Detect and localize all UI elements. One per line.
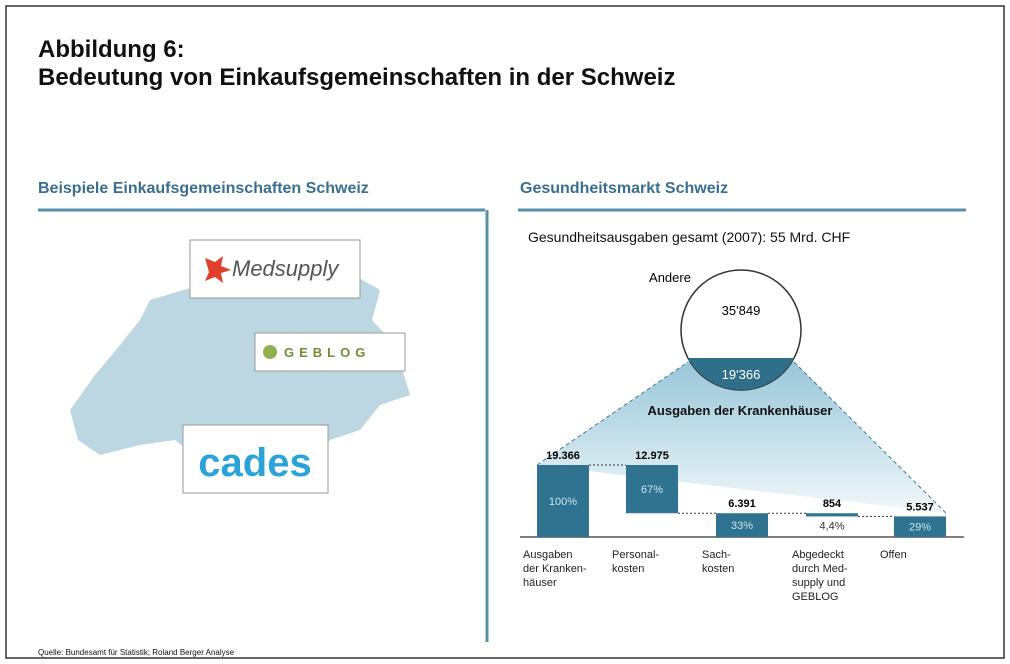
value-label: 854 [823, 498, 842, 510]
bar [537, 465, 589, 537]
panel-heading: Gesundheitsmarkt Schweiz [520, 180, 729, 197]
annotation: Ausgaben der Krankenhäuser [647, 403, 833, 418]
bar [716, 513, 768, 537]
map [70, 270, 410, 475]
share-label: 29% [909, 522, 931, 534]
logo-text: GEBLOG [284, 345, 370, 360]
logo-box [254, 332, 406, 372]
logo-text: Medsupply [232, 256, 340, 281]
circle-label: Andere [649, 270, 691, 285]
panel-heading: Beispiele Einkaufsgemeinschaften Schweiz [38, 180, 369, 197]
category-label: Sach- kosten [702, 549, 735, 575]
logo-icon [205, 256, 231, 283]
bar [894, 516, 946, 537]
category-label: Personal- kosten [612, 549, 660, 575]
title: Abbildung 6: [38, 36, 185, 63]
value-label: 5.537 [906, 501, 934, 513]
category-label: Ausgaben der Kranken- häuser [523, 549, 587, 589]
funnel-edge [536, 361, 689, 466]
value-label: 19.366 [546, 450, 580, 462]
value-label: 6.391 [728, 498, 756, 510]
logo-icon [263, 345, 277, 359]
circle-segment [688, 358, 794, 390]
share-label: 4,4% [819, 520, 844, 532]
category-label: Abgedeckt durch Med- supply und GEBLOG [792, 549, 848, 603]
title: Bedeutung von Einkaufsgemeinschaften in … [38, 64, 676, 91]
funnel-edge [793, 361, 947, 514]
share-label: 100% [549, 496, 577, 508]
frame [5, 5, 1005, 659]
bar [626, 465, 678, 514]
logo-text: cades [198, 441, 311, 485]
bar [806, 513, 858, 517]
category-label: Offen [880, 549, 907, 561]
share-label: 33% [731, 520, 753, 532]
circle-value: 19'366 [722, 367, 761, 382]
share-label: 67% [641, 484, 663, 496]
value-label: 12.975 [635, 450, 669, 462]
logo-box [182, 424, 329, 494]
circle-value: 35'849 [722, 303, 761, 318]
source: Quelle: Bundesamt für Statistik; Roland … [38, 648, 235, 657]
subtitle: Gesundheitsausgaben gesamt (2007): 55 Mr… [528, 229, 851, 245]
